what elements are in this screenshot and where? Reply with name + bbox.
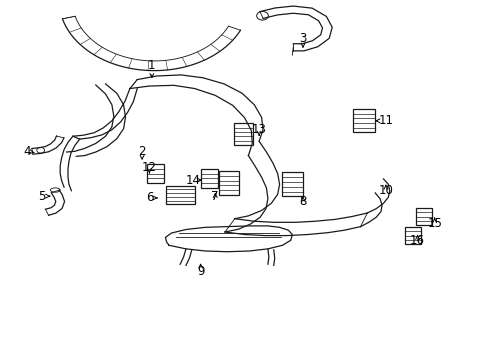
Text: 10: 10 xyxy=(378,184,392,197)
Text: 6: 6 xyxy=(145,192,153,204)
Text: 14: 14 xyxy=(185,174,201,186)
Text: 9: 9 xyxy=(197,265,204,278)
Text: 5: 5 xyxy=(39,190,46,203)
Text: 15: 15 xyxy=(427,216,441,230)
Text: 12: 12 xyxy=(142,161,157,174)
Text: 4: 4 xyxy=(24,145,31,158)
Text: 1: 1 xyxy=(148,59,155,72)
Text: 8: 8 xyxy=(299,195,306,208)
Text: 2: 2 xyxy=(138,145,145,158)
Text: 11: 11 xyxy=(378,114,393,127)
Text: 7: 7 xyxy=(211,190,219,203)
Text: 16: 16 xyxy=(409,234,424,247)
Text: 13: 13 xyxy=(251,123,266,136)
Text: 3: 3 xyxy=(299,32,306,45)
